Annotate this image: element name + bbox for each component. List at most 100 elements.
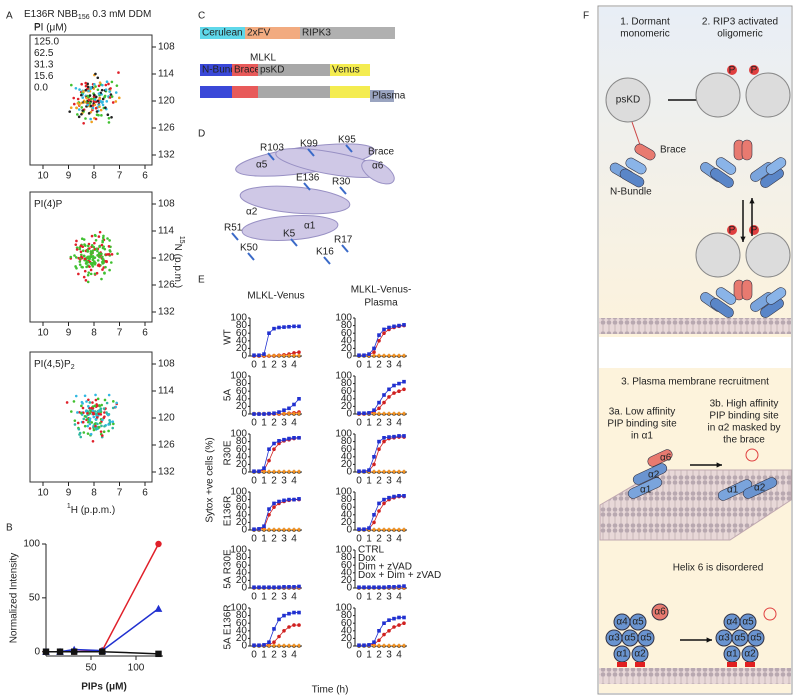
- marker: [282, 437, 286, 442]
- x-tick-label: 2: [271, 592, 277, 603]
- peak: [88, 412, 92, 415]
- marker: [272, 627, 276, 631]
- marker: [357, 411, 361, 416]
- y-tick-label: 120: [158, 253, 175, 264]
- segment-label: Venus: [332, 65, 360, 76]
- y-tick-label: 100: [335, 429, 352, 440]
- marker: [282, 613, 286, 618]
- segment-label: Brace: [234, 65, 261, 76]
- y-tick-label: 80: [341, 320, 353, 331]
- peak: [98, 81, 102, 84]
- marker: [372, 640, 376, 644]
- peak: [93, 82, 96, 86]
- series-line: [359, 325, 405, 356]
- marker: [297, 643, 301, 648]
- marker: [387, 353, 391, 358]
- marker: [267, 353, 271, 358]
- y-tick-label: 40: [236, 335, 248, 346]
- peak: [114, 405, 117, 409]
- marker: [267, 640, 271, 644]
- x-tick-label: 4: [291, 360, 297, 371]
- peak: [79, 244, 83, 248]
- peak: [97, 84, 101, 88]
- helix-end: [739, 613, 757, 631]
- x-tick-label: 0: [251, 418, 257, 429]
- construct-segment: [232, 64, 258, 76]
- marker: [292, 324, 296, 329]
- peak: [117, 96, 121, 100]
- marker: [382, 469, 386, 474]
- peak: [104, 265, 107, 269]
- column-title: Plasma: [364, 298, 398, 309]
- x-tick-label: 0: [251, 592, 257, 603]
- peak: [109, 93, 113, 96]
- x-tick-label: 0: [251, 476, 257, 487]
- pip-contact: [727, 662, 737, 667]
- y-tick-label: 114: [158, 69, 174, 80]
- step-desc: 3b. High affinity: [710, 399, 779, 410]
- marker: [387, 411, 391, 416]
- peak: [87, 89, 90, 93]
- peak: [83, 269, 87, 273]
- peak: [91, 401, 94, 404]
- y-tick-label: 60: [236, 502, 248, 513]
- y-tick-label: 132: [158, 467, 175, 478]
- y-tick-label: 60: [341, 502, 353, 513]
- peak: [93, 93, 96, 97]
- marker: [282, 353, 286, 358]
- marker: [272, 640, 276, 644]
- marker: [252, 353, 256, 358]
- x-tick-label: 0: [356, 650, 362, 661]
- marker: [262, 524, 266, 528]
- marker: [297, 584, 301, 589]
- peak: [101, 268, 104, 271]
- peak: [88, 265, 91, 268]
- peak: [96, 249, 99, 253]
- kinase-domain: [605, 77, 651, 123]
- pip-contact: [617, 662, 627, 667]
- marker: [397, 381, 401, 386]
- peak: [97, 92, 101, 95]
- marker: [362, 353, 366, 358]
- marker: [377, 643, 381, 648]
- step-desc: PIP binding site: [709, 411, 779, 422]
- peak: [81, 96, 85, 99]
- marker: [267, 643, 271, 648]
- peak: [86, 244, 90, 248]
- residue-stick: [341, 244, 349, 253]
- peak: [76, 113, 79, 116]
- marker: [257, 353, 261, 358]
- y-tick-label: 80: [341, 378, 353, 389]
- peak: [87, 271, 91, 274]
- peak: [103, 94, 107, 98]
- marker: [262, 643, 266, 647]
- peak: [115, 401, 118, 405]
- marker: [70, 648, 78, 655]
- marker: [382, 436, 386, 440]
- peak: [89, 409, 92, 412]
- x-axis-label: 1H (p.p.m.): [67, 503, 115, 515]
- x-tick-label: 2: [271, 360, 277, 371]
- x-axis-label: Time (h): [312, 685, 349, 696]
- marker: [362, 585, 366, 590]
- x-tick-label: 6: [142, 171, 148, 182]
- y-tick-label: 132: [158, 307, 175, 318]
- marker: [367, 643, 371, 647]
- peak: [99, 430, 103, 433]
- residue-stick: [345, 144, 353, 153]
- peak: [103, 247, 107, 251]
- y-tick-label: 108: [158, 42, 175, 53]
- peak: [82, 254, 86, 258]
- marker: [277, 410, 281, 414]
- marker: [257, 585, 261, 590]
- marker: [155, 650, 162, 658]
- peak: [86, 82, 89, 86]
- x-tick-label: 9: [66, 488, 72, 499]
- peak: [104, 83, 108, 87]
- x-tick-label: 2: [376, 592, 382, 603]
- legend-label: 125.0: [34, 37, 59, 48]
- helix-cylinder: [710, 168, 734, 188]
- phospho-label: P: [729, 225, 736, 236]
- series-line: [359, 381, 405, 414]
- marker: [362, 469, 366, 474]
